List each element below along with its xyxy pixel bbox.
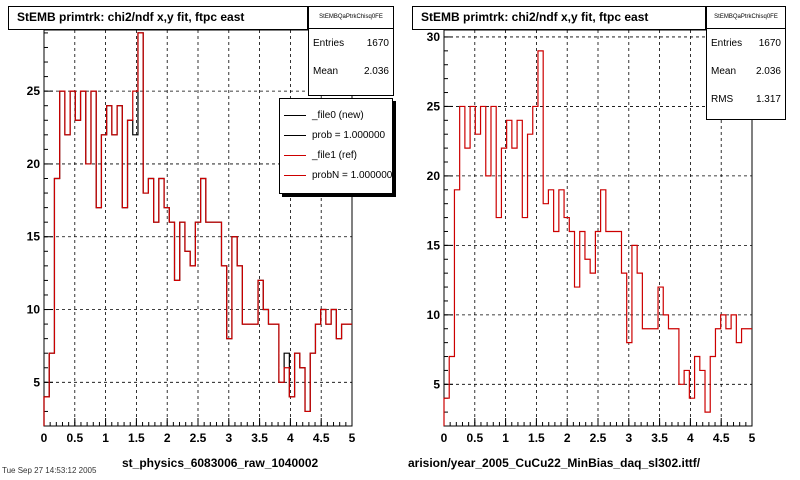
right-y-tick-label: 15 (427, 238, 441, 252)
right-stats-entries-value: 1670 (758, 37, 781, 49)
right-stats-entries-row: Entries 1670 (707, 29, 785, 57)
legend-item-file0: _file0 (new) (280, 105, 392, 125)
left-stats-mean-row: Mean 2.036 (309, 57, 393, 85)
left-stats-header: StEMBQaPtrkChisq0FE (309, 7, 393, 29)
left-y-tick-label: 20 (27, 157, 41, 171)
legend-label-file0: _file0 (new) (312, 109, 364, 121)
right-stats-entries-label: Entries (711, 37, 743, 49)
right-x-tick-label: 0.5 (466, 431, 483, 445)
legend-label-prob: prob = 1.000000 (312, 129, 386, 141)
right-stats-rms-label: RMS (711, 93, 734, 105)
left-stats-box: StEMBQaPtrkChisq0FE Entries 1670 Mean 2.… (308, 6, 394, 96)
right-x-axis-label: arision/year_2005_CuCu22_MinBias_daq_sl3… (408, 456, 701, 470)
left-y-tick-label: 5 (33, 375, 40, 389)
right-y-tick-label: 10 (427, 308, 441, 322)
legend-label-file1: _file1 (ref) (312, 149, 358, 161)
left-y-tick-label: 15 (27, 230, 41, 244)
left-stats-entries-value: 1670 (366, 37, 389, 49)
right-x-tick-label: 2 (564, 431, 571, 445)
right-x-tick-label: 0 (441, 431, 448, 445)
right-x-tick-label: 2.5 (590, 431, 607, 445)
legend-item-probn: probN = 1.000000 (280, 165, 392, 185)
left-x-axis-label: st_physics_6083006_raw_1040002 (122, 456, 319, 470)
left-title: StEMB primtrk: chi2/ndf x,y fit, ftpc ea… (17, 10, 245, 24)
right-stats-box: StEMBQaPtrkChisq0FE Entries 1670 Mean 2.… (706, 6, 786, 120)
right-series--file1-ref- (443, 50, 752, 426)
left-title-box: StEMB primtrk: chi2/ndf x,y fit, ftpc ea… (8, 6, 308, 30)
left-y-tick-label: 10 (27, 303, 41, 317)
left-x-tick-label: 1 (102, 431, 109, 445)
left-x-tick-label: 2 (164, 431, 171, 445)
legend-swatch-file0 (284, 114, 306, 116)
right-stats-mean-row: Mean 2.036 (707, 57, 785, 85)
right-title-box: StEMB primtrk: chi2/ndf x,y fit, ftpc ea… (412, 6, 706, 30)
right-y-tick-label: 20 (427, 169, 441, 183)
left-series--file1-ref- (43, 32, 352, 426)
left-x-tick-label: 3 (225, 431, 232, 445)
left-stats-mean-value: 2.036 (363, 65, 389, 77)
left-x-tick-label: 0.5 (66, 431, 83, 445)
left-x-tick-label: 1.5 (128, 431, 145, 445)
right-stats-mean-value: 2.036 (755, 65, 781, 77)
left-stats-entries-row: Entries 1670 (309, 29, 393, 57)
right-stats-header: StEMBQaPtrkChisq0FE (707, 7, 785, 29)
left-x-tick-label: 5 (349, 431, 356, 445)
right-y-tick-label: 5 (433, 377, 440, 391)
left-stats-entries-label: Entries (313, 37, 345, 49)
right-x-tick-label: 1.5 (528, 431, 545, 445)
legend-swatch-probn (284, 174, 306, 176)
left-x-tick-label: 3.5 (251, 431, 268, 445)
left-x-tick-label: 4.5 (313, 431, 330, 445)
left-x-tick-label: 0 (41, 431, 48, 445)
right-x-tick-label: 1 (502, 431, 509, 445)
right-y-tick-label: 25 (427, 99, 441, 113)
legend-swatch-prob (284, 134, 306, 136)
right-x-tick-label: 4.5 (713, 431, 730, 445)
left-stats-mean-label: Mean (313, 65, 339, 77)
right-stats-rms-row: RMS 1.317 (707, 85, 785, 113)
legend-label-probn: probN = 1.000000 (312, 169, 393, 181)
legend-item-file1: _file1 (ref) (280, 145, 392, 165)
right-x-tick-label: 3.5 (651, 431, 668, 445)
right-stats-rms-value: 1.317 (755, 93, 781, 105)
left-legend-box: _file0 (new) prob = 1.000000 _file1 (ref… (279, 98, 393, 194)
legend-swatch-file1 (284, 154, 306, 156)
right-stats-mean-label: Mean (711, 65, 737, 77)
right-title: StEMB primtrk: chi2/ndf x,y fit, ftpc ea… (421, 10, 649, 24)
right-x-tick-label: 4 (687, 431, 694, 445)
left-x-tick-label: 2.5 (190, 431, 207, 445)
right-y-tick-label: 30 (427, 30, 441, 44)
left-y-tick-label: 25 (27, 84, 41, 98)
legend-item-prob: prob = 1.000000 (280, 125, 392, 145)
right-x-tick-label: 3 (625, 431, 632, 445)
left-x-tick-label: 4 (287, 431, 294, 445)
right-x-tick-label: 5 (749, 431, 756, 445)
footer-timestamp: Tue Sep 27 14:53:12 2005 (2, 466, 97, 475)
